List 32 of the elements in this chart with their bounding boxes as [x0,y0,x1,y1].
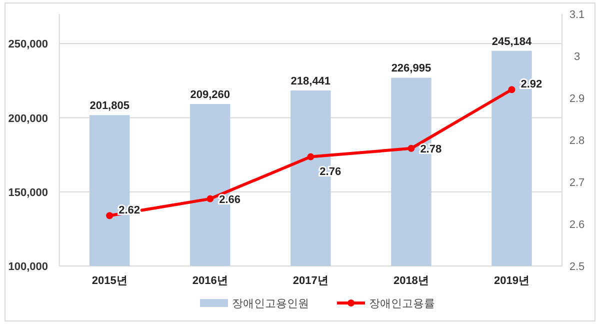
point [106,212,114,220]
x-tick-label: 2015년 [92,275,128,287]
y2-tick-label: 3.1 [569,9,585,21]
data-label: 2.78 [420,143,442,156]
x-tick-label: 2018년 [393,275,429,287]
y-tick-label: 200,000 [8,112,48,125]
x-tick-label: 2017년 [292,275,328,287]
y2-tick-label: 2.6 [569,219,585,231]
y-tick-label: 250,000 [8,38,48,51]
data-label: 2.76 [320,166,342,178]
data-label: 218,441 [290,75,331,88]
y-tick-label: 150,000 [8,186,48,199]
point [206,195,214,202]
y2-tick-label: 2.5 [569,261,585,273]
y2-tick-label: 3 [574,51,580,63]
data-label: 2.92 [520,78,542,91]
point [508,86,516,94]
x-tick-label: 2016년 [192,275,228,287]
data-label: 209,260 [190,89,230,102]
y2-tick-label: 2.9 [569,93,585,105]
y2-tick-label: 2.7 [569,177,585,189]
y2-tick-label: 2.8 [569,135,585,147]
data-label: 245,184 [492,36,532,48]
data-label: 226,995 [391,62,432,75]
point [307,153,314,160]
x-tick-label: 2019년 [494,275,530,287]
legend-label: 장애인고용률 [369,298,435,310]
point [408,144,415,152]
data-label: 201,805 [90,100,130,112]
legend-label: 장애인고용인원 [232,298,309,310]
data-label: 2.66 [219,194,241,206]
y-tick-label: 100,000 [8,261,48,273]
